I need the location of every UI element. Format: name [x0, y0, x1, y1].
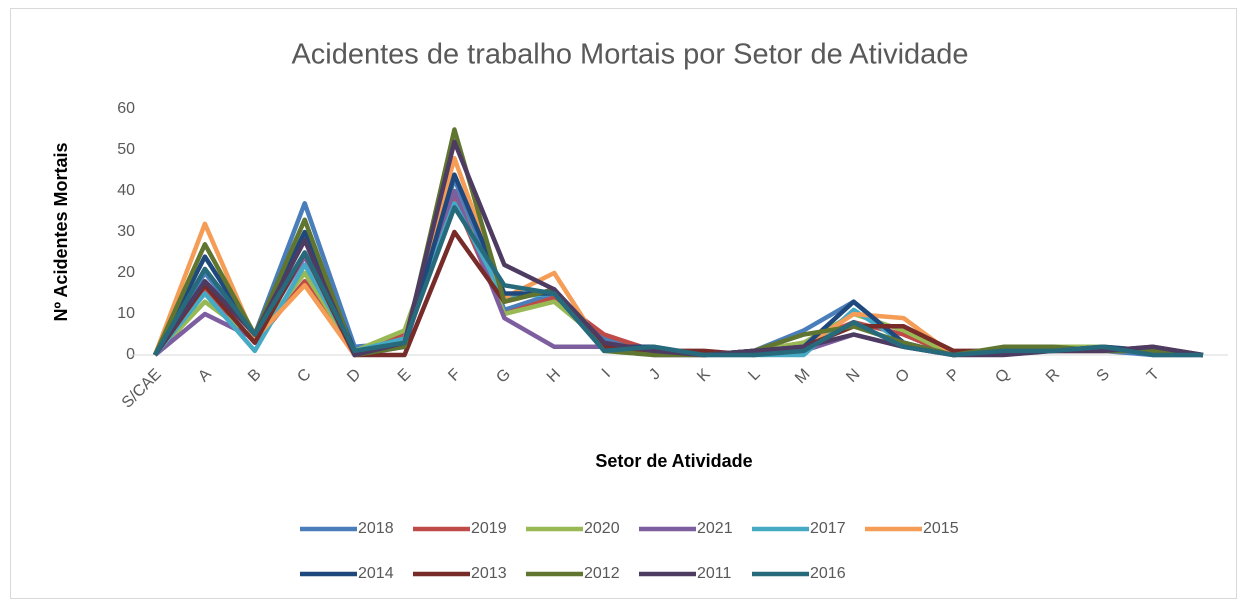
- legend-label: 2014: [358, 565, 394, 582]
- legend-label: 2013: [471, 565, 507, 582]
- y-axis-title: Nº Acidentes Mortais: [51, 143, 71, 322]
- x-axis-title: Setor de Atividade: [595, 451, 752, 471]
- y-tick-label: 40: [117, 182, 135, 199]
- legend-label: 2017: [810, 520, 846, 537]
- legend-label: 2012: [584, 565, 620, 582]
- legend-label: 2016: [810, 565, 846, 582]
- legend-label: 2020: [584, 520, 620, 537]
- chart-title: Acidentes de trabalho Mortais por Setor …: [291, 39, 968, 71]
- legend-label: 2011: [697, 565, 732, 582]
- y-tick-label: 20: [117, 264, 135, 281]
- series-line: [153, 205, 1203, 358]
- legend-label: 2019: [471, 520, 507, 537]
- y-tick-label: 50: [117, 141, 135, 158]
- y-tick-label: 10: [117, 305, 135, 322]
- legend-label: 2018: [358, 520, 394, 537]
- legend-label: 2021: [697, 520, 733, 537]
- y-tick-label: 60: [117, 100, 135, 117]
- y-tick-label: 30: [117, 223, 135, 240]
- legend-label: 2015: [923, 520, 959, 537]
